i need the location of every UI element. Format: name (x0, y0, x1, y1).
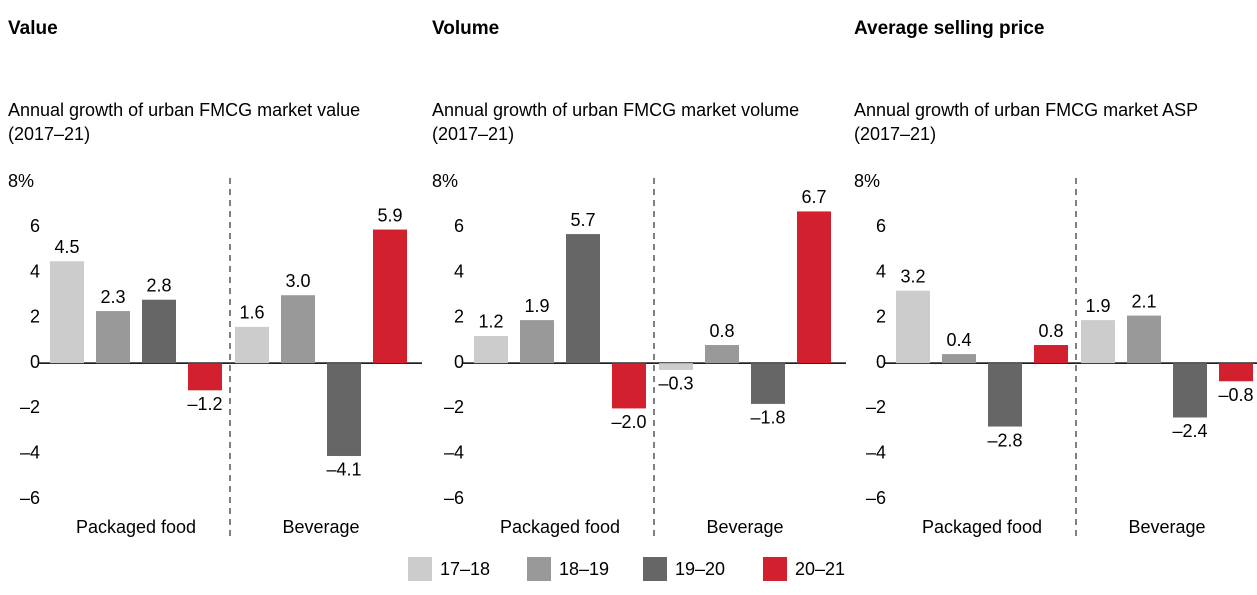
value-label: 6.7 (801, 187, 826, 207)
bar (142, 299, 176, 364)
category-label: Packaged food (500, 517, 620, 537)
category-label: Beverage (1128, 517, 1205, 537)
y-tick-label: –2 (20, 397, 40, 417)
y-tick-label: 4 (30, 261, 40, 281)
y-tick-label: 6 (454, 216, 464, 236)
bar (1173, 363, 1207, 418)
value-label: –1.2 (187, 394, 222, 414)
value-label: –2.4 (1172, 421, 1207, 441)
bar (751, 363, 785, 404)
legend-label: 19–20 (675, 559, 725, 579)
bar (520, 320, 554, 364)
y-tick-label: –4 (20, 442, 40, 462)
legend-swatch (643, 557, 667, 581)
category-label: Beverage (282, 517, 359, 537)
y-tick-label: –6 (866, 488, 886, 508)
value-label: 2.8 (146, 275, 171, 295)
bar (96, 311, 130, 364)
legend-swatch (763, 557, 787, 581)
legend-label: 20–21 (795, 559, 845, 579)
legend-label: 18–19 (559, 559, 609, 579)
value-label: 5.7 (570, 210, 595, 230)
y-tick-label: –4 (444, 442, 464, 462)
bar (566, 234, 600, 364)
bar (612, 363, 646, 409)
category-label: Beverage (706, 517, 783, 537)
y-tick-label: 0 (876, 352, 886, 372)
y-tick-label: 2 (876, 307, 886, 327)
bar (373, 229, 407, 364)
bar (1127, 315, 1161, 364)
value-label: 0.8 (1038, 321, 1063, 341)
value-label: –0.3 (658, 374, 693, 394)
bar (988, 363, 1022, 427)
value-label: 1.2 (478, 312, 503, 332)
panel-subtitle: Annual growth of urban FMCG market volum… (432, 100, 800, 144)
value-label: 3.0 (285, 271, 310, 291)
value-label: 1.9 (1085, 296, 1110, 316)
value-label: –4.1 (326, 460, 361, 480)
category-label: Packaged food (76, 517, 196, 537)
bar (327, 363, 361, 456)
y-tick-label: 8% (8, 171, 34, 191)
bar (942, 354, 976, 364)
bar (235, 326, 269, 364)
legend-swatch (408, 557, 432, 581)
value-label: 1.9 (524, 296, 549, 316)
value-label: 0.8 (709, 321, 734, 341)
y-tick-label: 6 (876, 216, 886, 236)
y-tick-label: 0 (454, 352, 464, 372)
bar (1081, 320, 1115, 364)
bar (1034, 345, 1068, 364)
bar (705, 345, 739, 364)
panel-title: Value (8, 18, 58, 39)
bar (1219, 363, 1253, 382)
legend-label: 17–18 (440, 559, 490, 579)
y-tick-label: –2 (444, 397, 464, 417)
y-tick-label: 0 (30, 352, 40, 372)
value-label: –2.0 (611, 412, 646, 432)
bar (188, 363, 222, 391)
bar (797, 211, 831, 364)
y-tick-label: 8% (432, 171, 458, 191)
value-label: 1.6 (239, 303, 264, 323)
y-tick-label: –6 (20, 488, 40, 508)
legend-swatch (527, 557, 551, 581)
value-label: 0.4 (946, 330, 971, 350)
y-tick-label: –6 (444, 488, 464, 508)
y-tick-label: 4 (454, 261, 464, 281)
value-label: 5.9 (377, 205, 402, 225)
y-tick-label: 8% (854, 171, 880, 191)
y-tick-label: –4 (866, 442, 886, 462)
value-label: –2.8 (987, 430, 1022, 450)
category-label: Packaged food (922, 517, 1042, 537)
panel-title: Average selling price (854, 18, 1045, 39)
bar (281, 295, 315, 364)
panel-subtitle: Annual growth of urban FMCG market value… (8, 100, 361, 144)
y-tick-label: 2 (30, 307, 40, 327)
value-label: –0.8 (1218, 385, 1253, 405)
bar (896, 290, 930, 364)
value-label: 4.5 (54, 237, 79, 257)
panel-subtitle: Annual growth of urban FMCG market ASP (… (854, 100, 1198, 144)
value-label: –1.8 (750, 408, 785, 428)
value-label: 2.1 (1131, 291, 1156, 311)
bar (474, 335, 508, 364)
bar (659, 363, 693, 370)
value-label: 2.3 (100, 287, 125, 307)
value-label: 3.2 (900, 266, 925, 286)
y-tick-label: 2 (454, 307, 464, 327)
y-tick-label: 4 (876, 261, 886, 281)
y-tick-label: –2 (866, 397, 886, 417)
y-tick-label: 6 (30, 216, 40, 236)
panel-title: Volume (432, 18, 500, 39)
bar (50, 261, 84, 364)
